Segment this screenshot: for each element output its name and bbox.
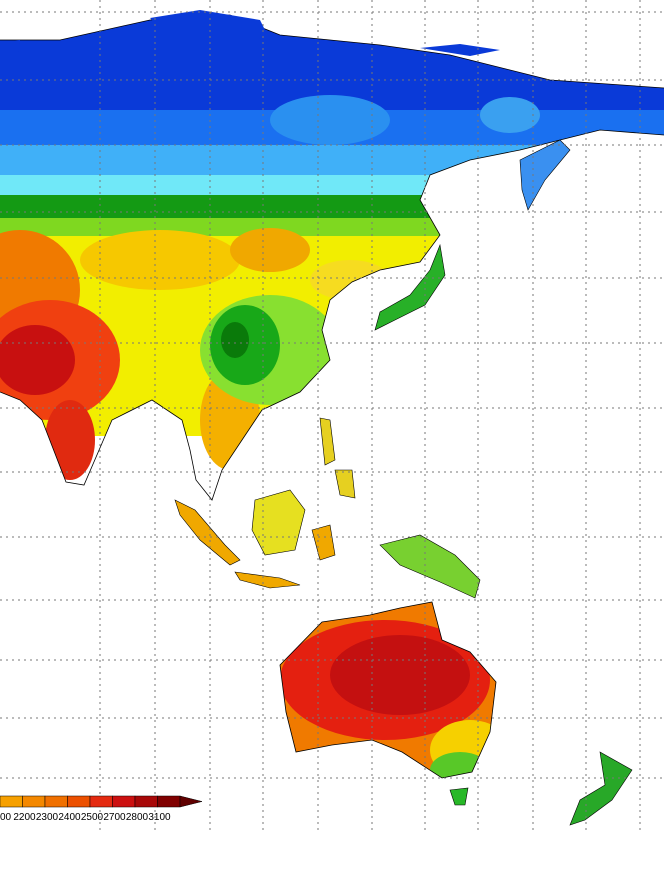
colorbar: 00 2200 2300 2400 2500 2700 2800 3100: [0, 795, 203, 823]
colorbar-label: 2800: [126, 812, 149, 823]
colorbar-label: 2300: [36, 812, 59, 823]
colorbar-swatch: [44, 795, 68, 808]
colorbar-label: 2700: [103, 812, 126, 823]
islands: [174, 139, 633, 826]
australia-field: [280, 602, 496, 778]
colorbar-swatch: [0, 795, 23, 808]
graticule: [0, 0, 664, 830]
colorbar-label: 3100: [148, 812, 171, 823]
colorbar-swatch: [157, 795, 181, 808]
colorbar-swatch: [67, 795, 91, 808]
colorbar-label: 2500: [81, 812, 104, 823]
colorbar-swatch: [112, 795, 136, 808]
coastline: [0, 14, 664, 501]
colorbar-arrow: [179, 795, 203, 808]
colorbar-label: 00: [0, 812, 12, 823]
colorbar-swatch: [89, 795, 113, 808]
arctic-islands: [0, 10, 500, 56]
colorbar-label: 2400: [58, 812, 81, 823]
australia-coast: [279, 601, 497, 779]
colorbar-swatch: [134, 795, 158, 808]
colorbar-swatch: [22, 795, 46, 808]
colorbar-label: 2200: [13, 812, 36, 823]
